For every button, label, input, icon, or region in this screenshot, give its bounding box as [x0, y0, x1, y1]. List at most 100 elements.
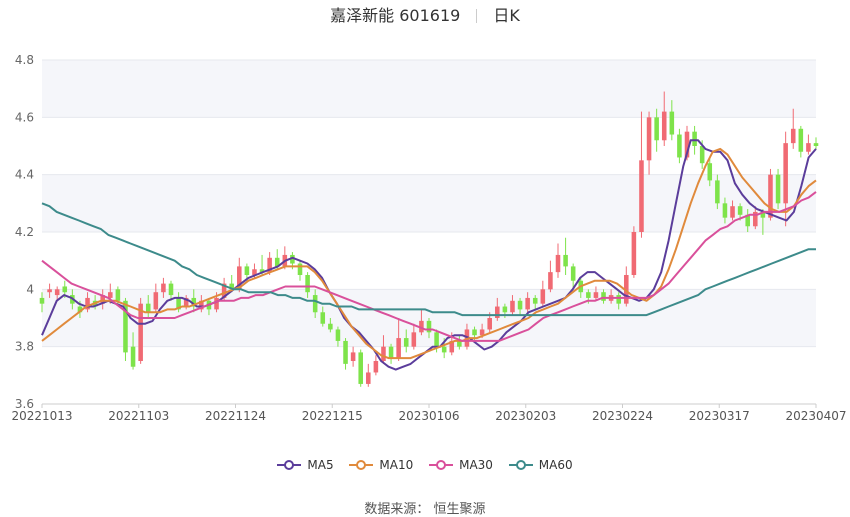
plot-band [42, 60, 816, 118]
candle-body [274, 257, 280, 267]
candle-body [373, 361, 379, 373]
candle-body [730, 206, 735, 218]
candle-body [783, 143, 788, 204]
candle-body [775, 174, 781, 204]
candle-body [495, 306, 500, 318]
candle-body [221, 283, 227, 298]
legend-ma60-label: MA60 [538, 458, 573, 472]
candle-body [320, 312, 326, 324]
candle-body [161, 283, 166, 293]
legend-ma5-label: MA5 [307, 458, 334, 472]
candle-body [593, 292, 599, 298]
candle-body [403, 338, 409, 347]
candle-body [753, 211, 758, 227]
candle-body [343, 340, 348, 364]
candle-body [214, 297, 219, 310]
candle-body [624, 275, 629, 304]
candle-body [601, 292, 606, 301]
y-tick-label: 4.2 [15, 225, 34, 239]
candle-body [586, 292, 591, 298]
candle-body [328, 323, 333, 330]
candle-body [47, 289, 52, 293]
candle-body [441, 346, 447, 353]
candle-body [108, 292, 113, 298]
candle-body [267, 257, 272, 273]
candle-body [115, 289, 121, 301]
y-tick-label: 4.4 [15, 168, 34, 182]
candle-body [798, 128, 804, 152]
candle-body [199, 300, 204, 310]
legend-item-ma60[interactable]: MA60 [508, 458, 573, 472]
candle-body [130, 346, 136, 367]
candle-body [62, 286, 68, 293]
candle-body [244, 266, 250, 275]
candle-body [684, 131, 690, 158]
candle-body [39, 297, 45, 304]
series-line-ma10 [41, 147, 817, 360]
series-line-ma60 [41, 202, 816, 317]
plot-band [42, 174, 816, 232]
y-tick-label: 3.6 [15, 397, 34, 411]
candle-body [472, 329, 477, 336]
candle-body [646, 117, 652, 161]
legend-item-ma30[interactable]: MA30 [429, 458, 493, 472]
data-source: 数据来源： 恒生聚源 [364, 502, 486, 517]
legend-ma30-label: MA30 [459, 458, 493, 472]
candle-body [191, 297, 197, 307]
candle-body [722, 203, 728, 218]
candle-body [692, 131, 697, 146]
candle-body [669, 111, 675, 135]
x-tick-label: 20230317 [689, 409, 750, 423]
legend-ma10-label: MA10 [379, 458, 414, 472]
candle-body [563, 254, 568, 267]
candle-body [532, 297, 538, 304]
candle-body [715, 180, 720, 204]
candle-body [661, 111, 667, 141]
candle-body [411, 332, 417, 347]
candle-body [350, 352, 356, 361]
candle-body [388, 346, 394, 359]
candle-body [176, 297, 181, 310]
candle-body [699, 146, 705, 164]
chart-header: 嘉泽新能 601619 日K [0, 6, 850, 26]
candle-body [426, 320, 432, 333]
x-tick-label: 20230203 [495, 409, 556, 423]
candle-body [434, 332, 439, 347]
candle-body [153, 292, 159, 310]
candle-body [745, 214, 750, 227]
candle-body [366, 372, 371, 384]
candle-body [487, 318, 492, 330]
x-tick-label: 20221103 [108, 409, 169, 423]
y-tick-label: 4.8 [15, 53, 34, 67]
candle-body [290, 254, 295, 264]
candle-body [813, 143, 819, 146]
candle-body [100, 295, 105, 304]
x-tick-label: 20221215 [302, 409, 363, 423]
legend-ma60-icon [508, 460, 533, 470]
candle-body [237, 266, 242, 290]
candle-body [123, 300, 128, 353]
legend-item-ma5[interactable]: MA5 [277, 458, 334, 472]
candle-body [517, 300, 523, 310]
series-line-ma5 [41, 139, 817, 371]
candle-body [259, 269, 265, 273]
candle-body [654, 117, 659, 141]
candle-body [707, 163, 713, 181]
legend-item-ma10[interactable]: MA10 [349, 458, 413, 472]
series-line-ma30 [41, 191, 817, 342]
candle-body [297, 263, 303, 275]
candle-body [396, 338, 401, 359]
x-tick-label: 20230224 [592, 409, 653, 423]
candle-body [419, 320, 424, 333]
candle-body [639, 160, 644, 232]
candle-body [677, 134, 682, 158]
candle-body [381, 346, 386, 361]
candle-body [768, 174, 773, 218]
header-divider [476, 9, 478, 23]
y-tick-label: 4.6 [15, 110, 34, 124]
legend-ma5-icon [277, 460, 302, 470]
candle-body [790, 128, 796, 144]
candle-body [312, 295, 318, 313]
candle-body [168, 283, 174, 296]
